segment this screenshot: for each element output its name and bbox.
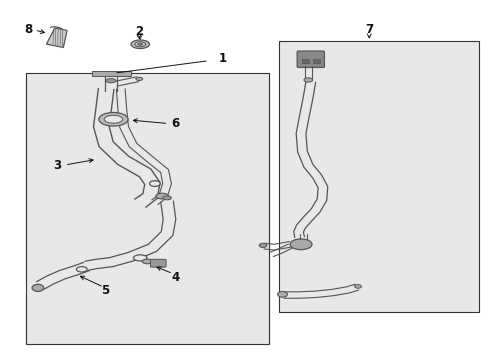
Ellipse shape: [290, 239, 312, 249]
Ellipse shape: [131, 40, 149, 49]
Ellipse shape: [163, 196, 172, 200]
Ellipse shape: [304, 78, 313, 82]
Ellipse shape: [106, 78, 116, 83]
Ellipse shape: [135, 42, 146, 47]
FancyBboxPatch shape: [297, 51, 324, 67]
Ellipse shape: [138, 43, 143, 45]
Bar: [313, 59, 319, 63]
Ellipse shape: [259, 243, 267, 248]
Ellipse shape: [156, 193, 169, 199]
Ellipse shape: [133, 255, 147, 261]
Text: 2: 2: [135, 24, 143, 37]
Bar: [279, 41, 479, 312]
FancyBboxPatch shape: [150, 259, 166, 267]
Text: 8: 8: [24, 23, 32, 36]
Text: 1: 1: [219, 52, 227, 65]
Ellipse shape: [136, 77, 143, 81]
Bar: [92, 71, 130, 76]
Polygon shape: [47, 28, 67, 48]
Ellipse shape: [76, 267, 87, 272]
Bar: [302, 59, 309, 63]
Ellipse shape: [99, 112, 128, 126]
Ellipse shape: [142, 259, 153, 264]
Text: 5: 5: [101, 284, 109, 297]
Text: 7: 7: [365, 23, 373, 36]
Ellipse shape: [278, 292, 288, 297]
Ellipse shape: [355, 285, 362, 288]
Text: 4: 4: [172, 271, 180, 284]
Ellipse shape: [32, 284, 44, 292]
Ellipse shape: [104, 115, 122, 123]
Bar: [26, 73, 270, 344]
Text: 6: 6: [172, 117, 180, 130]
Ellipse shape: [149, 181, 160, 186]
Text: 3: 3: [53, 159, 61, 172]
